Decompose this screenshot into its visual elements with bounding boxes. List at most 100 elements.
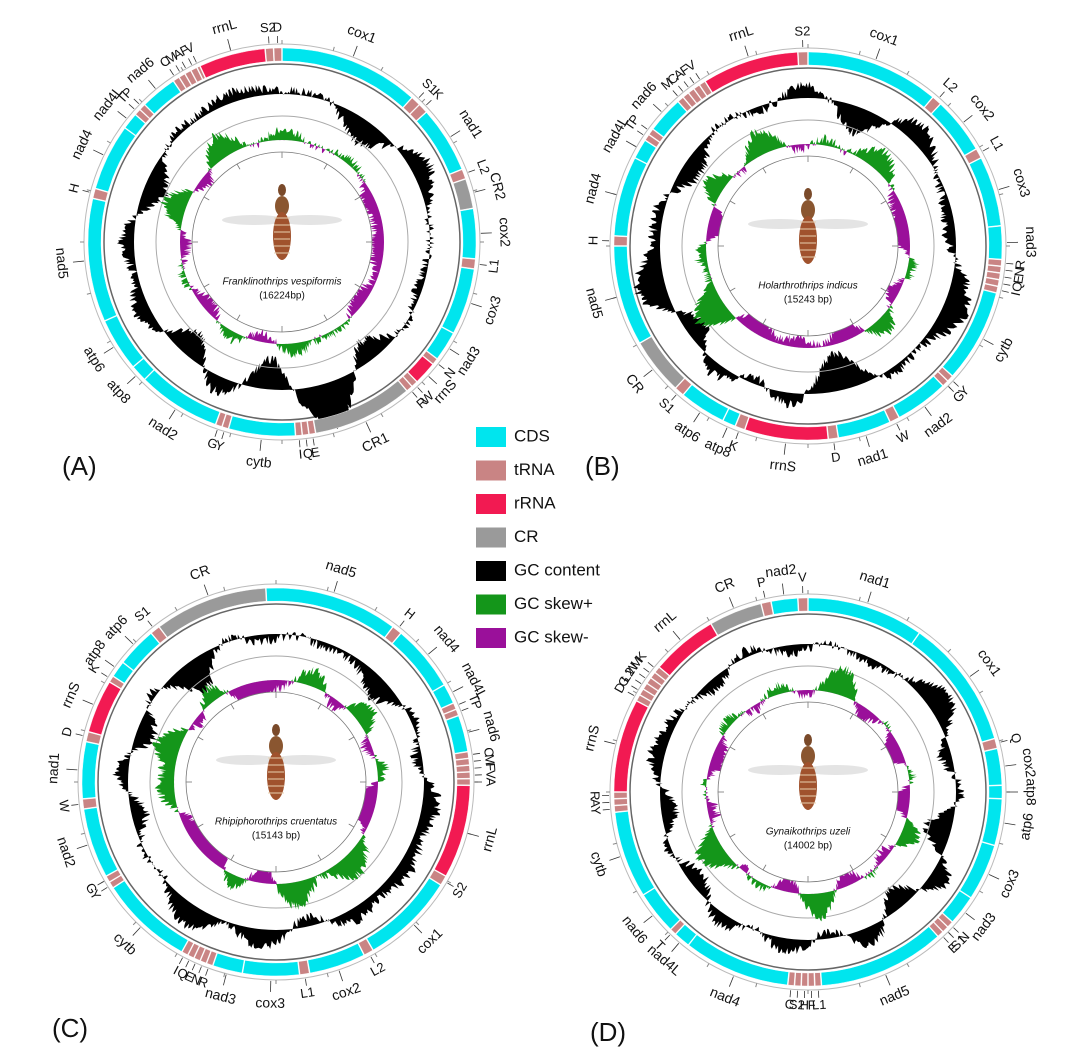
label-leader [125, 636, 133, 644]
label-leader [745, 46, 748, 56]
label-leader [984, 339, 994, 344]
scale-tick [107, 141, 110, 143]
scale-tick [416, 922, 419, 925]
gene-label: nad4 [67, 126, 95, 161]
label-leader [468, 834, 479, 837]
scale-tick [859, 51, 860, 55]
gene-trna [827, 425, 837, 439]
gene-rrna [745, 417, 827, 440]
legend-label: GC skew- [514, 627, 589, 646]
gene-label: CR2 [487, 171, 510, 202]
scale-tick [907, 71, 909, 74]
label-leader [453, 687, 463, 692]
label-leader [204, 585, 208, 595]
label-leader [784, 444, 785, 455]
gene-label: rrnL [478, 825, 500, 853]
panel-label: (D) [590, 1017, 626, 1047]
head [804, 734, 812, 746]
gene-label: cox2 [1020, 747, 1040, 779]
gene-label: rrnS [769, 456, 797, 475]
gene-label: nad4L [645, 941, 685, 979]
scale-tick [633, 691, 636, 693]
gene-cds [308, 943, 364, 972]
head [272, 724, 280, 736]
scale-tick [133, 639, 136, 642]
gene-cds [988, 226, 1002, 259]
gene-label: cox3 [995, 867, 1022, 901]
gene-label: atp6 [672, 417, 704, 445]
legend-swatch [476, 595, 506, 615]
label-leader [471, 303, 481, 306]
label-leader [639, 674, 645, 678]
gene-cds [82, 742, 99, 798]
scale-tick [707, 417, 709, 420]
panel-label: (B) [585, 451, 620, 481]
gene-label: atp8 [1023, 778, 1039, 805]
label-leader [672, 943, 679, 951]
gene-cds [393, 634, 444, 691]
gene-label: CR [623, 370, 648, 396]
label-leader [694, 413, 700, 422]
label-leader [414, 925, 422, 933]
gene-rrna [89, 683, 121, 735]
gene-cds [969, 158, 1000, 226]
gene-label: nad5 [583, 286, 607, 320]
gene-label: R [587, 791, 602, 801]
gene-label: rrnL [650, 607, 680, 635]
gene-label: atp6 [81, 343, 109, 375]
gene-cds [684, 385, 729, 420]
label-leader [462, 708, 469, 711]
figure: Franklinothrips vespiformis(16224bp)rrnL… [0, 0, 1070, 1057]
gene-trna [986, 272, 1000, 280]
gene-label: L2 [940, 75, 961, 96]
label-leader [964, 115, 973, 122]
scale-tick [327, 973, 328, 977]
gene-label: nad6 [481, 709, 504, 743]
scale-tick [859, 983, 860, 987]
gene-label: W [894, 427, 912, 446]
scale-tick [613, 740, 617, 741]
label-leader [104, 347, 113, 353]
label-leader [673, 631, 680, 639]
label-leader [83, 190, 90, 192]
gene-trna [301, 421, 308, 435]
gene-trna [274, 48, 281, 61]
scale-tick [87, 293, 91, 294]
gene-trna [987, 265, 1001, 272]
gene-label: atp8 [703, 435, 735, 461]
genome-map: Holarthrothrips indicus(15243 bp)S2cox1L… [581, 22, 1040, 475]
scale-tick [756, 51, 757, 55]
legend-swatch [476, 561, 506, 581]
gene-label: cytb [990, 334, 1016, 364]
gene-label: nad2 [54, 835, 79, 870]
gene-label: rrnS [580, 723, 602, 753]
gene-label: nad1 [456, 106, 486, 141]
gene-rrna [435, 786, 470, 876]
gene-label: nad3 [967, 909, 999, 944]
label-leader [101, 673, 107, 677]
gene-label: nad2 [764, 560, 797, 580]
gene-label: D [272, 19, 282, 34]
gene-trna [299, 960, 310, 974]
scale-tick [422, 99, 425, 102]
scale-tick [453, 341, 456, 343]
legend-label: rRNA [514, 493, 556, 512]
gene-label: cox3 [480, 293, 504, 326]
scale-tick [224, 973, 225, 977]
label-leader [673, 91, 678, 96]
gene-trna [83, 798, 97, 808]
gene-rrna [706, 52, 798, 92]
gene-label: cox1 [975, 646, 1005, 680]
label-leader [468, 170, 475, 172]
gene-label: nad2 [146, 413, 181, 443]
scale-tick [665, 103, 668, 106]
scale-tick [756, 437, 757, 441]
gene-trna [815, 973, 821, 986]
gene-trna [456, 766, 469, 772]
label-leader [473, 753, 480, 754]
scale-tick [333, 433, 334, 437]
label-leader [605, 192, 616, 195]
scale-tick [859, 437, 860, 441]
label-leader [366, 422, 371, 432]
label-leader [635, 680, 641, 684]
